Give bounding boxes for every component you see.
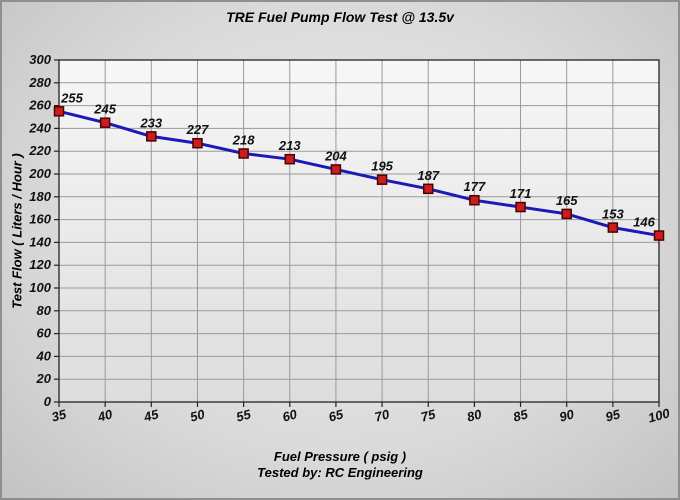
plot-area <box>59 60 659 402</box>
data-point-label: 165 <box>556 193 578 208</box>
data-point-marker <box>376 174 388 185</box>
y-tick-label: 280 <box>28 75 51 90</box>
data-point-label: 255 <box>60 90 83 105</box>
x-tick-label: 95 <box>604 406 623 424</box>
data-point-label: 177 <box>464 179 486 194</box>
x-tick-label: 85 <box>511 406 530 424</box>
tested-by-caption: Tested by: RC Engineering <box>257 465 423 480</box>
data-point-marker <box>238 148 249 159</box>
data-point-label: 171 <box>510 186 532 201</box>
x-axis-title: Fuel Pressure ( psig ) <box>273 449 407 464</box>
y-tick-label: 240 <box>28 120 51 135</box>
data-point-label: 187 <box>417 168 439 183</box>
x-tick-label: 70 <box>373 406 392 424</box>
data-point-label: 146 <box>633 215 655 230</box>
y-tick-label: 60 <box>37 326 52 341</box>
data-point-label: 227 <box>186 122 209 137</box>
data-point-marker <box>99 117 111 128</box>
data-point-label: 213 <box>278 138 301 153</box>
x-tick-label: 40 <box>95 406 115 425</box>
chart-title: TRE Fuel Pump Flow Test @ 13.5v <box>226 9 454 25</box>
y-tick-label: 0 <box>44 394 52 409</box>
x-tick-label: 100 <box>646 405 672 425</box>
y-tick-label: 300 <box>29 52 51 67</box>
data-point-marker <box>146 131 157 142</box>
data-point-label: 204 <box>324 148 347 163</box>
data-point-label: 153 <box>602 207 624 222</box>
y-tick-label: 80 <box>37 303 52 318</box>
y-axis-title: Test Flow ( Liters / Hour ) <box>9 153 25 309</box>
data-point-marker <box>607 222 619 233</box>
data-point-marker <box>53 106 65 117</box>
data-point-marker <box>330 164 342 175</box>
data-point-marker <box>515 201 526 213</box>
x-tick-label: 45 <box>141 406 161 425</box>
data-point-marker <box>469 194 480 206</box>
data-point-marker <box>561 208 572 220</box>
x-tick-label: 55 <box>235 406 254 424</box>
y-tick-label: 40 <box>36 348 52 363</box>
data-point-marker <box>422 183 434 195</box>
flow-series-line <box>58 109 660 238</box>
y-tick-label: 140 <box>29 234 51 249</box>
data-point-label: 245 <box>93 102 116 117</box>
x-tick-label: 90 <box>558 406 577 424</box>
y-tick-label: 260 <box>28 98 51 113</box>
data-point-label: 218 <box>232 132 255 147</box>
y-tick-label: 160 <box>29 212 51 227</box>
x-tick-label: 50 <box>188 406 207 424</box>
x-tick-label: 60 <box>281 406 300 424</box>
y-tick-label: 120 <box>29 257 51 272</box>
x-tick-label: 80 <box>465 406 484 424</box>
data-point-label: 195 <box>371 159 393 174</box>
data-point-marker <box>192 137 203 149</box>
y-tick-label: 100 <box>29 280 51 295</box>
x-tick-label: 65 <box>327 406 346 424</box>
y-tick-label: 200 <box>28 166 51 181</box>
y-tick-label: 20 <box>36 371 52 386</box>
x-tick-label: 75 <box>419 406 438 424</box>
data-point-marker <box>653 230 665 241</box>
y-tick-label: 180 <box>29 189 51 204</box>
y-tick-label: 220 <box>28 143 51 158</box>
x-tick-label: 35 <box>50 406 69 424</box>
data-point-label: 233 <box>139 115 162 130</box>
data-point-marker <box>284 153 296 165</box>
